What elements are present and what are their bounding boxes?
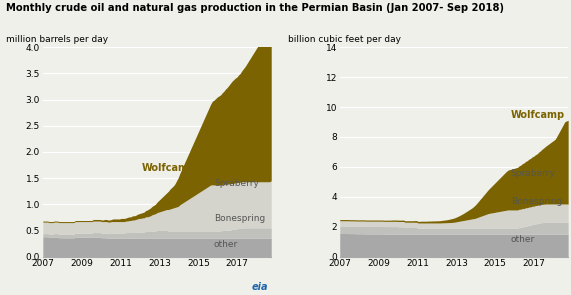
Text: billion cubic feet per day: billion cubic feet per day bbox=[288, 35, 401, 45]
Text: million barrels per day: million barrels per day bbox=[6, 35, 108, 45]
Text: Monthly crude oil and natural gas production in the Permian Basin (Jan 2007- Sep: Monthly crude oil and natural gas produc… bbox=[6, 3, 504, 13]
Text: other: other bbox=[214, 240, 238, 249]
Text: Bonespring: Bonespring bbox=[511, 197, 562, 206]
Text: Wolfcamp: Wolfcamp bbox=[511, 109, 565, 119]
Text: other: other bbox=[511, 235, 535, 244]
Text: Wolfcamp: Wolfcamp bbox=[142, 163, 196, 173]
Text: Bonespring: Bonespring bbox=[214, 214, 265, 223]
Text: eia: eia bbox=[251, 282, 268, 292]
Text: Spraberry: Spraberry bbox=[214, 179, 259, 188]
Text: Spraberry: Spraberry bbox=[511, 169, 556, 178]
